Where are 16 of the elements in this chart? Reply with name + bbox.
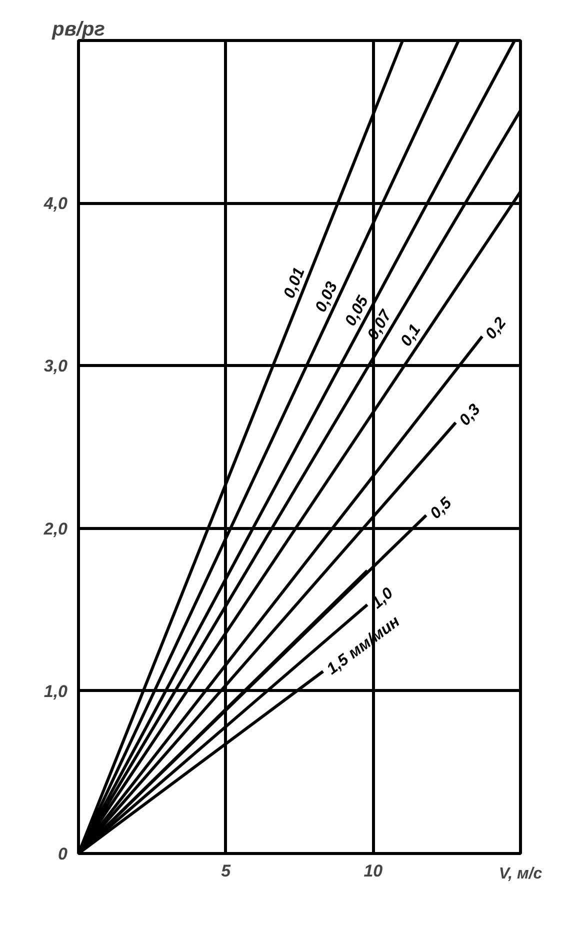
y-tick-label: 2,0 [42, 519, 68, 538]
y-tick-label: 3,0 [44, 356, 68, 376]
x-tick-label: 5 [221, 862, 232, 880]
y-axis-title: pв/pг [51, 18, 106, 40]
text: 0,5 [427, 494, 456, 522]
text: 0,3 [456, 401, 484, 430]
x-tick-label: 10 [364, 862, 384, 880]
text: 0 [58, 844, 68, 864]
text: 0,01 [281, 265, 308, 301]
text: 0,05 [342, 292, 372, 329]
text: 0,03 [312, 279, 342, 315]
y-tick-label: 4,0 [42, 194, 68, 214]
text: 0,1 [398, 322, 424, 350]
x-axis-title: V, м/с [498, 866, 542, 882]
text: 0,2 [482, 314, 510, 343]
y-tick-label: 1,0 [44, 682, 68, 701]
